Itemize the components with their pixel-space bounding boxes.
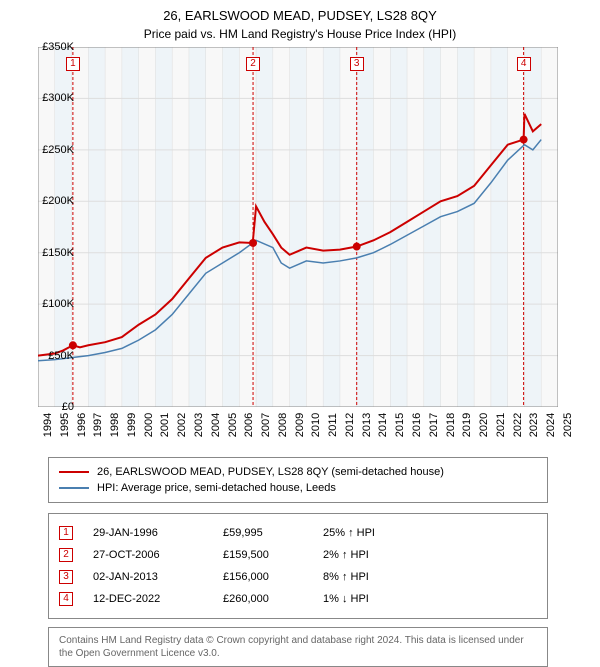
x-axis-label: 2014: [377, 413, 389, 437]
legend-label: HPI: Average price, semi-detached house,…: [97, 482, 336, 494]
x-axis-label: 1999: [126, 413, 138, 437]
transaction-price: £159,500: [223, 549, 303, 561]
x-axis-label: 1997: [92, 413, 104, 437]
x-axis-label: 2004: [210, 413, 222, 437]
legend-row: 26, EARLSWOOD MEAD, PUDSEY, LS28 8QY (se…: [59, 464, 537, 480]
x-axis-label: 2013: [361, 413, 373, 437]
legend: 26, EARLSWOOD MEAD, PUDSEY, LS28 8QY (se…: [48, 457, 548, 503]
attribution-footer: Contains HM Land Registry data © Crown c…: [48, 627, 548, 667]
legend-swatch: [59, 471, 89, 473]
x-axis-label: 2010: [310, 413, 322, 437]
x-axis-label: 2015: [394, 413, 406, 437]
x-axis-label: 1995: [59, 413, 71, 437]
y-axis-label: £100K: [42, 298, 74, 310]
transaction-date: 12-DEC-2022: [93, 593, 203, 605]
transaction-date: 02-JAN-2013: [93, 571, 203, 583]
chart-marker-3: 3: [350, 57, 364, 71]
chart-marker-4: 4: [517, 57, 531, 71]
transaction-marker: 3: [59, 570, 73, 584]
x-axis-label: 2005: [227, 413, 239, 437]
transaction-row: 3 02-JAN-2013 £156,000 8% ↑ HPI: [59, 566, 537, 588]
transaction-hpi-diff: 1% ↓ HPI: [323, 593, 423, 605]
x-axis-label: 1996: [76, 413, 88, 437]
x-axis-label: 2000: [143, 413, 155, 437]
transaction-row: 4 12-DEC-2022 £260,000 1% ↓ HPI: [59, 588, 537, 610]
y-axis-label: £250K: [42, 144, 74, 156]
y-axis-label: £50K: [48, 350, 74, 362]
transaction-price: £260,000: [223, 593, 303, 605]
x-axis-label: 2022: [512, 413, 524, 437]
transaction-row: 2 27-OCT-2006 £159,500 2% ↑ HPI: [59, 544, 537, 566]
x-axis-label: 2012: [344, 413, 356, 437]
x-axis-label: 2018: [445, 413, 457, 437]
x-axis-label: 1998: [109, 413, 121, 437]
x-axis-label: 2024: [545, 413, 557, 437]
x-axis-label: 2011: [327, 413, 339, 437]
x-axis-label: 2008: [277, 413, 289, 437]
x-axis-label: 2019: [461, 413, 473, 437]
x-axis-label: 2007: [260, 413, 272, 437]
y-axis-label: £300K: [42, 92, 74, 104]
transaction-row: 1 29-JAN-1996 £59,995 25% ↑ HPI: [59, 522, 537, 544]
chart-marker-1: 1: [66, 57, 80, 71]
transaction-hpi-diff: 2% ↑ HPI: [323, 549, 423, 561]
x-axis-label: 2001: [159, 413, 171, 437]
x-axis-label: 2003: [193, 413, 205, 437]
legend-swatch: [59, 487, 89, 489]
x-axis-label: 2009: [294, 413, 306, 437]
x-axis-label: 2016: [411, 413, 423, 437]
transaction-hpi-diff: 8% ↑ HPI: [323, 571, 423, 583]
transaction-date: 29-JAN-1996: [93, 527, 203, 539]
x-axis-label: 2006: [243, 413, 255, 437]
transaction-price: £156,000: [223, 571, 303, 583]
transaction-hpi-diff: 25% ↑ HPI: [323, 527, 423, 539]
x-axis-label: 2025: [562, 413, 574, 437]
chart-marker-2: 2: [246, 57, 260, 71]
transaction-marker: 1: [59, 526, 73, 540]
chart: 1234£0£50K£100K£150K£200K£250K£300K£350K…: [38, 47, 598, 417]
x-axis-label: 2023: [528, 413, 540, 437]
y-axis-label: £200K: [42, 195, 74, 207]
y-axis-label: £0: [62, 401, 74, 413]
legend-row: HPI: Average price, semi-detached house,…: [59, 480, 537, 496]
transaction-marker: 2: [59, 548, 73, 562]
page-subtitle: Price paid vs. HM Land Registry's House …: [0, 23, 600, 47]
transaction-price: £59,995: [223, 527, 303, 539]
page: 26, EARLSWOOD MEAD, PUDSEY, LS28 8QY Pri…: [0, 0, 600, 620]
x-axis-label: 2002: [176, 413, 188, 437]
legend-label: 26, EARLSWOOD MEAD, PUDSEY, LS28 8QY (se…: [97, 466, 444, 478]
transaction-date: 27-OCT-2006: [93, 549, 203, 561]
x-axis-label: 2020: [478, 413, 490, 437]
chart-svg: [38, 47, 558, 407]
page-title: 26, EARLSWOOD MEAD, PUDSEY, LS28 8QY: [0, 0, 600, 23]
x-axis-label: 2021: [495, 413, 507, 437]
transaction-marker: 4: [59, 592, 73, 606]
x-axis-label: 1994: [42, 413, 54, 437]
y-axis-label: £350K: [42, 41, 74, 53]
x-axis-label: 2017: [428, 413, 440, 437]
transaction-table: 1 29-JAN-1996 £59,995 25% ↑ HPI 2 27-OCT-2006…: [48, 513, 548, 619]
y-axis-label: £150K: [42, 247, 74, 259]
